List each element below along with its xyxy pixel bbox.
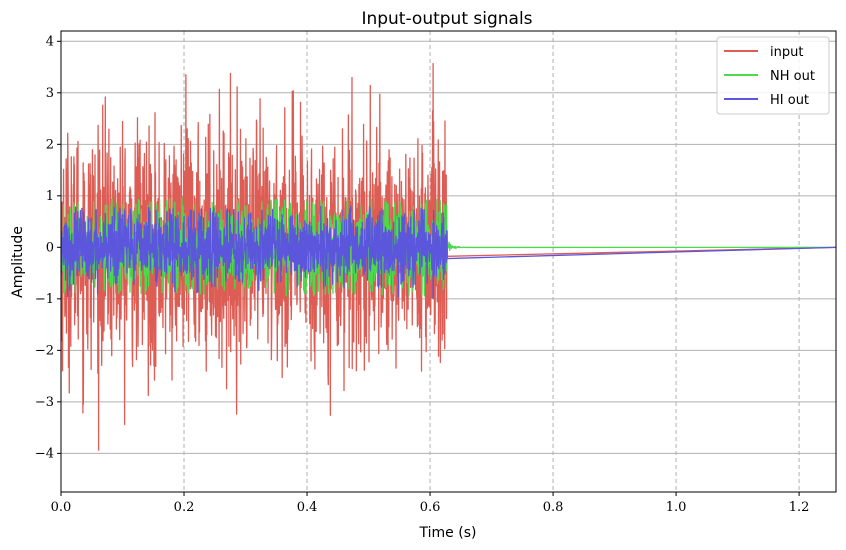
series-line-hi-out — [61, 205, 836, 300]
y-axis-label: Amplitude — [10, 226, 26, 298]
y-tick-label: 1 — [46, 189, 54, 204]
x-axis-label: Time (s) — [419, 525, 477, 541]
legend-label: NH out — [770, 69, 815, 84]
series-layer — [61, 63, 836, 451]
y-tick-label: 0 — [46, 240, 54, 255]
x-tick-label: 0.4 — [297, 500, 318, 515]
y-tick-label: −2 — [35, 343, 54, 358]
legend-label: HI out — [770, 93, 809, 108]
y-tick-label: 4 — [46, 34, 54, 49]
legend-label: input — [770, 45, 803, 60]
x-tick-label: 1.2 — [789, 500, 810, 515]
legend-box — [716, 36, 830, 115]
y-tick-label: 2 — [46, 137, 54, 152]
x-tick-label: 0.2 — [174, 500, 195, 515]
y-tick-label: 3 — [46, 86, 54, 101]
x-tick-label: 1.0 — [666, 500, 687, 515]
legend: input NH out HI out — [716, 36, 830, 115]
x-tick-label: 0.0 — [51, 500, 72, 515]
y-tick-label: −3 — [35, 395, 54, 410]
chart-title: Input-output signals — [361, 9, 532, 29]
plot-frame — [60, 30, 837, 493]
y-tick-label: −1 — [35, 292, 54, 307]
x-tick-label: 0.6 — [420, 500, 441, 515]
ticks: −4 −3 −2 −1 0 1 2 3 4 0.0 0.2 0.4 0.6 0.8 1.0 1.2 — [35, 34, 810, 515]
y-tick-label: −4 — [35, 446, 54, 461]
x-tick-label: 0.8 — [543, 500, 564, 515]
